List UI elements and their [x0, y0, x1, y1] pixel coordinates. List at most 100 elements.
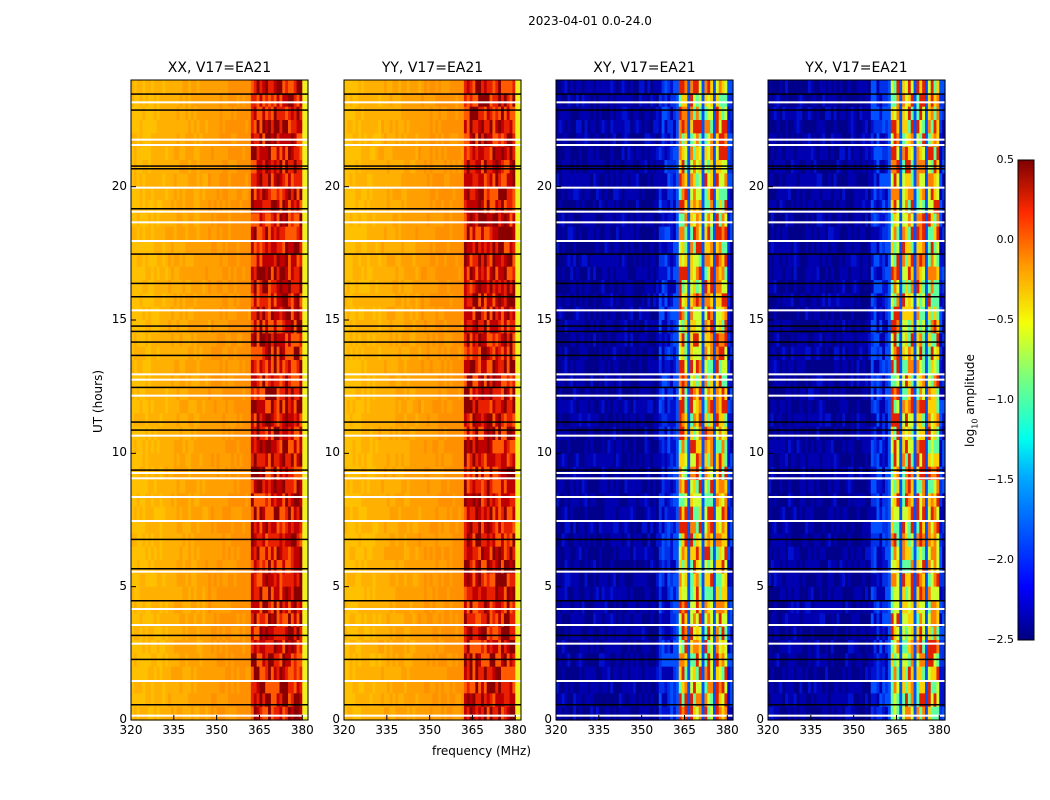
heatmap-cell: [288, 520, 292, 534]
heatmap-cell: [293, 546, 298, 561]
heatmap-cell: [395, 266, 399, 281]
heatmap-cell: [401, 120, 405, 134]
heatmap-cell: [213, 253, 218, 268]
heatmap-cell: [239, 386, 243, 401]
heatmap-cell: [213, 120, 218, 134]
heatmap-cell: [182, 226, 186, 241]
heatmap-cell: [153, 280, 158, 294]
heatmap-cell: [242, 173, 246, 188]
heatmap-cell: [165, 293, 169, 308]
heatmap-cell: [378, 640, 382, 654]
heatmap-cell: [296, 173, 301, 188]
heatmap-cell: [452, 560, 456, 574]
heatmap-cell: [176, 213, 181, 228]
heatmap-cell: [412, 626, 416, 641]
heatmap-cell: [426, 546, 431, 561]
heatmap-cell: [139, 573, 144, 588]
heatmap-cell: [302, 666, 306, 681]
heatmap-cell: [409, 280, 414, 294]
heatmap-cell: [168, 160, 172, 174]
heatmap-cell: [441, 520, 445, 534]
heatmap-cell: [435, 533, 439, 548]
heatmap-cell: [153, 120, 158, 134]
heatmap-cell: [228, 213, 232, 228]
heatmap-cell: [159, 213, 164, 228]
heatmap-cell: [446, 293, 451, 308]
heatmap-cell: [344, 533, 348, 548]
heatmap-cell: [276, 173, 281, 188]
heatmap-cell: [349, 626, 354, 641]
heatmap-cell: [366, 640, 371, 654]
heatmap-cell: [415, 480, 419, 494]
heatmap-cell: [185, 213, 189, 228]
heatmap-cell: [435, 93, 439, 108]
heatmap-cell: [344, 493, 348, 508]
heatmap-cell: [222, 240, 226, 254]
heatmap-cell: [245, 453, 249, 468]
heatmap-cell: [185, 226, 189, 241]
heatmap-cell: [193, 320, 198, 334]
heatmap-cell: [378, 120, 382, 134]
heatmap-cell: [432, 386, 436, 401]
heatmap-cell: [290, 253, 295, 268]
heatmap-cell: [344, 680, 348, 694]
heatmap-cell: [156, 200, 161, 214]
heatmap-cell: [208, 253, 212, 268]
heatmap-cell: [205, 426, 209, 441]
heatmap-cell: [423, 706, 428, 721]
heatmap-cell: [282, 453, 286, 468]
heatmap-cell: [239, 666, 243, 681]
heatmap-cell: [228, 560, 232, 574]
heatmap-cell: [170, 146, 175, 161]
heatmap-cell: [205, 293, 209, 308]
heatmap-cell: [270, 586, 275, 601]
heatmap-cell: [219, 506, 223, 521]
heatmap-cell: [210, 120, 215, 134]
heatmap-cell: [216, 493, 221, 508]
heatmap-cell: [196, 680, 201, 694]
heatmap-cell: [145, 386, 149, 401]
heatmap-cell: [386, 333, 391, 348]
heatmap-cell: [372, 293, 377, 308]
heatmap-cell: [344, 266, 348, 281]
heatmap-cell: [259, 200, 263, 214]
heatmap-cell: [432, 266, 436, 281]
heatmap-cell: [346, 493, 351, 508]
heatmap-cell: [369, 600, 374, 614]
heatmap-cell: [179, 693, 183, 708]
heatmap-cell: [148, 506, 152, 521]
heatmap-cell: [170, 253, 175, 268]
heatmap-cell: [344, 653, 348, 668]
heatmap-cell: [421, 226, 425, 241]
heatmap-cell: [296, 186, 301, 201]
heatmap-cell: [418, 320, 422, 334]
heatmap-cell: [196, 653, 201, 668]
heatmap-cell: [426, 520, 431, 534]
heatmap-cell: [190, 80, 195, 94]
heatmap-cell: [182, 600, 186, 614]
heatmap-cell: [159, 293, 164, 308]
heatmap-cell: [358, 226, 362, 241]
heatmap-cell: [196, 320, 201, 334]
heatmap-cell: [265, 226, 269, 241]
heatmap-cell: [438, 413, 442, 428]
heatmap-cell: [190, 240, 195, 254]
heatmap-cell: [423, 293, 428, 308]
heatmap-cell: [299, 106, 303, 121]
heatmap-cell: [230, 533, 235, 548]
heatmap-cell: [392, 666, 396, 681]
heatmap-cell: [389, 173, 394, 188]
heatmap-cell: [196, 413, 201, 428]
heatmap-cell: [248, 253, 252, 268]
heatmap-cell: [133, 306, 138, 321]
heatmap-cell: [168, 546, 172, 561]
heatmap-cell: [145, 533, 149, 548]
heatmap-cell: [136, 386, 141, 401]
heatmap-cell: [421, 533, 425, 548]
heatmap-cell: [131, 213, 135, 228]
heatmap-cell: [176, 426, 181, 441]
heatmap-cell: [375, 546, 379, 561]
heatmap-cell: [412, 333, 416, 348]
heatmap-cell: [236, 440, 241, 454]
heatmap-cell: [361, 573, 365, 588]
